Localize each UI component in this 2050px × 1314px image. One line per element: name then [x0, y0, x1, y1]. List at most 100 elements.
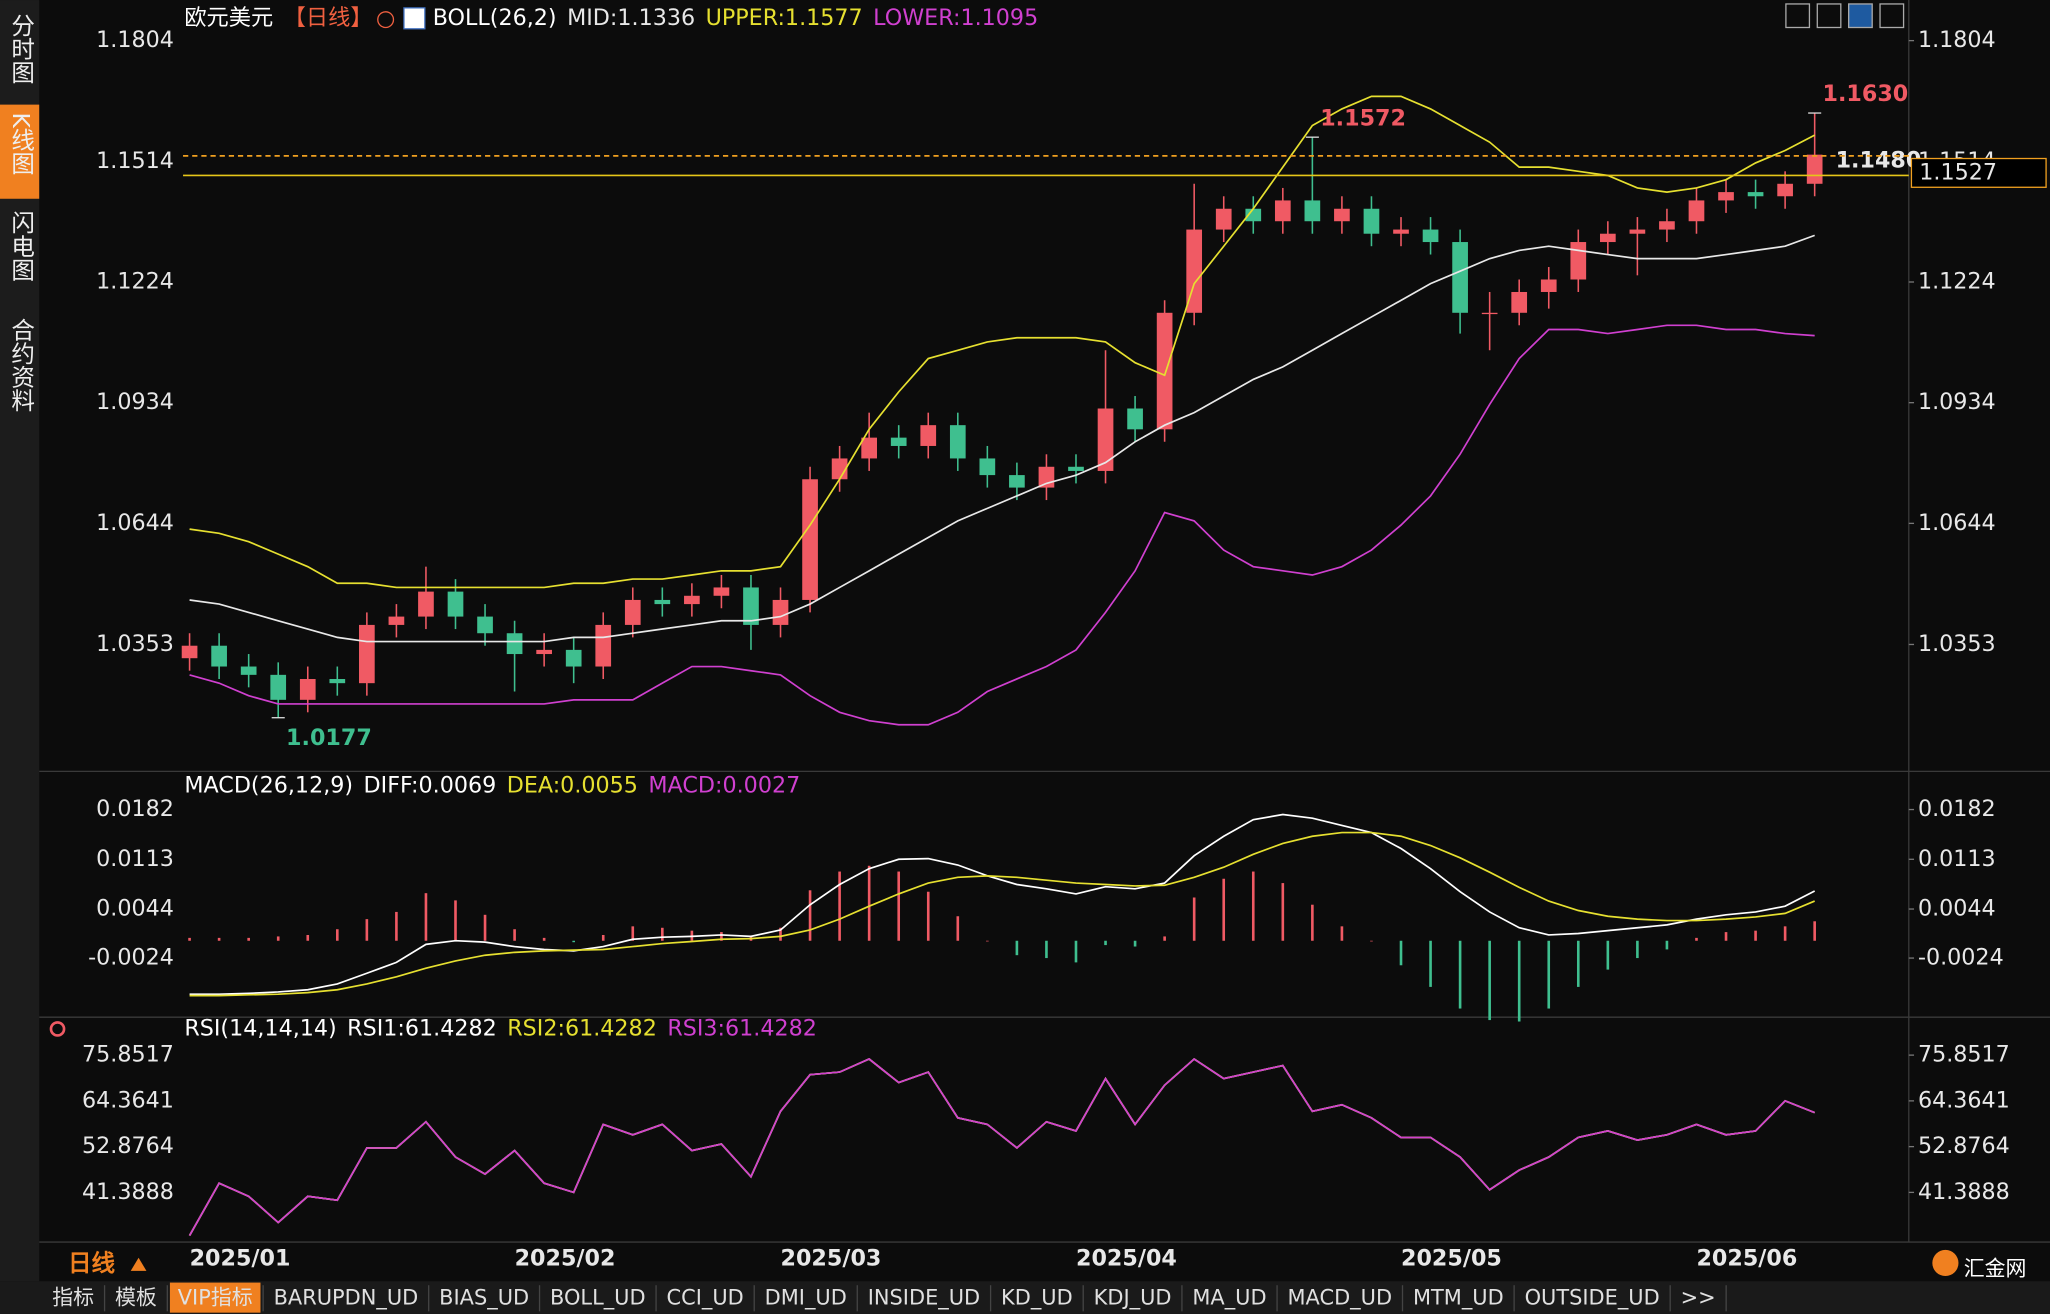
tool-icon[interactable] [1816, 3, 1842, 29]
macd-bar [1015, 940, 1019, 956]
candle-body [1718, 192, 1734, 201]
tab[interactable]: KD_UD [993, 1283, 1084, 1313]
macd-bar [1104, 940, 1107, 946]
x-tick-label: 2025/02 [515, 1246, 616, 1272]
tab-label[interactable]: OUTSIDE_UD [1525, 1285, 1660, 1309]
candle-body [772, 599, 789, 625]
tab[interactable]: 指标 [44, 1283, 106, 1313]
tab[interactable]: VIP指标 [169, 1282, 264, 1313]
tab[interactable]: CCI_UD [659, 1283, 755, 1313]
y-tick-label: 75.8517 [82, 1042, 174, 1068]
y-tick-label: 1.0934 [96, 389, 174, 415]
tab-label[interactable]: BIAS_UD [439, 1285, 529, 1309]
tab-label[interactable]: MACD_UD [1288, 1285, 1393, 1309]
macd-bar [1163, 936, 1166, 941]
tab[interactable]: 模板 [107, 1283, 168, 1313]
settings-icon[interactable] [49, 1021, 66, 1037]
tab[interactable]: DMI_UD [757, 1283, 858, 1313]
candle-body [920, 425, 937, 446]
tab-label[interactable]: BARUPDN_UD [274, 1285, 419, 1309]
y2-tick-label: 1.0353 [1918, 631, 1996, 657]
macd-bar [483, 914, 487, 941]
macd-bar [1251, 871, 1255, 941]
macd-bar [956, 916, 960, 941]
sidebar-tab[interactable]: 分时图 [7, 13, 35, 84]
macd-bar [1429, 940, 1432, 987]
tab-label[interactable]: VIP指标 [178, 1285, 253, 1309]
legend-entry: 欧元美元 [184, 5, 273, 31]
sidebar-tab[interactable]: 闪电图 [7, 210, 35, 281]
y-tick-label: 0.0113 [96, 846, 174, 872]
candle-body [1688, 200, 1705, 222]
sidebar-tab[interactable]: 合约资料 [7, 317, 35, 412]
tab[interactable]: BOLL_UD [542, 1283, 657, 1313]
tab-label[interactable]: INSIDE_UD [868, 1285, 980, 1309]
tab[interactable]: BIAS_UD [431, 1283, 541, 1313]
y-tick-label: 52.8764 [82, 1133, 174, 1159]
candle-body [1097, 408, 1114, 471]
tab[interactable]: OUTSIDE_UD [1517, 1283, 1671, 1313]
tab-label[interactable]: BOLL_UD [550, 1285, 646, 1309]
macd-bar [897, 871, 901, 941]
macd-bar [1754, 930, 1757, 941]
y2-tick-label: 75.8517 [1918, 1042, 2010, 1068]
tab[interactable]: BARUPDN_UD [266, 1283, 430, 1313]
macd-bar [867, 865, 871, 941]
candle-body [684, 595, 700, 605]
period-label[interactable]: 日线 [68, 1249, 116, 1277]
macd-bar [513, 929, 516, 941]
macd-bar [306, 934, 310, 941]
candle-body [1215, 208, 1232, 230]
sidebar-tab[interactable]: K线图 [7, 112, 35, 175]
tab[interactable]: MACD_UD [1280, 1283, 1404, 1313]
tab-label[interactable]: CCI_UD [667, 1285, 744, 1309]
macd-bar [1399, 940, 1403, 966]
macd-bar [1724, 932, 1728, 941]
tab-label[interactable]: DMI_UD [765, 1285, 847, 1309]
tab[interactable]: MTM_UD [1405, 1283, 1515, 1313]
candle-body [743, 587, 759, 625]
macd-bar [926, 891, 930, 941]
y2-tick-label: 0.0044 [1918, 896, 1996, 922]
candle-body [447, 591, 464, 617]
tab[interactable]: MA_UD [1185, 1283, 1278, 1313]
y2-tick-label: 1.0644 [1918, 510, 1996, 536]
candle-body [1511, 291, 1528, 313]
tab[interactable]: INSIDE_UD [860, 1283, 992, 1313]
tab-label[interactable]: MA_UD [1192, 1285, 1266, 1309]
add-icon [377, 11, 395, 29]
macd-bar [1133, 940, 1137, 947]
indicator-line [189, 813, 1816, 996]
tool-icon[interactable] [1848, 3, 1873, 29]
tab-label[interactable]: KDJ_UD [1094, 1285, 1172, 1309]
candle-body [1186, 229, 1203, 313]
macd-bar [720, 932, 723, 941]
tool-icon[interactable] [1785, 3, 1811, 29]
tab-label[interactable]: KD_UD [1001, 1285, 1073, 1309]
candle-body [565, 649, 582, 667]
y-tick-label: 1.0353 [96, 631, 174, 657]
tab[interactable]: KDJ_UD [1086, 1283, 1183, 1313]
sidebar [0, 0, 40, 1282]
tab-label[interactable]: MTM_UD [1413, 1285, 1504, 1309]
y2-tick-label: 64.3641 [1918, 1087, 2010, 1113]
tab-label[interactable]: 指标 [52, 1285, 94, 1309]
tab-label[interactable]: >> [1681, 1285, 1716, 1309]
macd-bar [808, 890, 812, 941]
y2-tick-label: 1.1804 [1918, 27, 1996, 53]
y-tick-label: 1.1224 [96, 268, 174, 294]
candle-body [1452, 242, 1468, 313]
tab[interactable]: >> [1673, 1283, 1727, 1313]
y2-tick-label: 41.3888 [1918, 1179, 2010, 1205]
tab-label[interactable]: 模板 [115, 1285, 157, 1309]
candle-body [1570, 242, 1587, 280]
macd-bar [1222, 878, 1226, 941]
tool-icon[interactable] [1879, 3, 1905, 29]
indicator-icon [403, 7, 426, 30]
period-arrow[interactable] [130, 1257, 147, 1271]
macd-bar [1813, 921, 1816, 941]
candle-body [979, 458, 996, 476]
logo-text: 汇金网 [1964, 1257, 2027, 1281]
annotation: 1.1572 [1320, 105, 1406, 131]
